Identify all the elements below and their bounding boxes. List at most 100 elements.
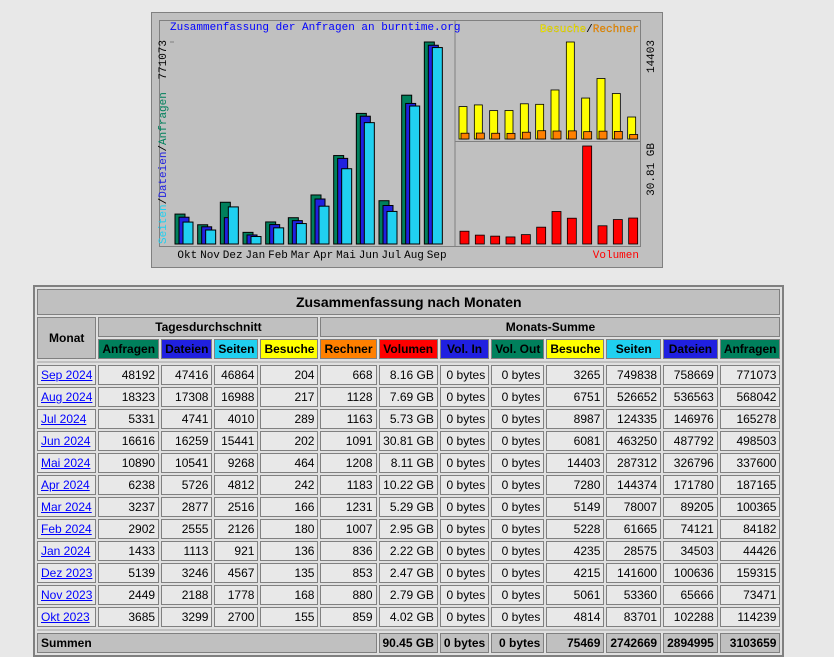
bar — [295, 223, 307, 245]
month-cell: Jan 2024 — [37, 541, 97, 561]
value-cell: 5139 — [98, 563, 160, 583]
value-cell: 100636 — [663, 563, 718, 583]
bar — [205, 229, 217, 245]
value-cell: 0 bytes — [439, 519, 490, 539]
value-cell: 536563 — [663, 387, 718, 407]
month-link[interactable]: Mar 2024 — [41, 500, 92, 514]
total-label: Summen — [37, 633, 377, 653]
value-cell: 0 bytes — [491, 497, 545, 517]
value-cell: 326796 — [663, 453, 718, 473]
bar — [536, 226, 547, 245]
bar — [250, 236, 262, 245]
month-cell: Dez 2023 — [37, 563, 97, 583]
spacer — [37, 629, 781, 631]
value-cell: 3237 — [98, 497, 160, 517]
value-cell: 124335 — [606, 409, 662, 429]
month-link[interactable]: Dez 2023 — [41, 566, 93, 580]
month-link[interactable]: Mai 2024 — [41, 456, 91, 470]
value-cell: 65666 — [663, 585, 718, 605]
legend-entry: Seiten — [158, 204, 170, 244]
value-cell: 7.69 GB — [378, 387, 438, 407]
bar — [475, 132, 485, 140]
value-cell: 2877 — [161, 497, 213, 517]
month-link[interactable]: Jul 2024 — [41, 412, 87, 426]
value-cell: 0 bytes — [439, 475, 490, 495]
bar — [341, 168, 353, 245]
y-tick-label: 14403 — [646, 40, 658, 73]
value-cell: 0 bytes — [439, 541, 490, 561]
month-cell: Apr 2024 — [37, 475, 97, 495]
value-cell: 568042 — [719, 387, 781, 407]
value-cell: 487792 — [663, 431, 718, 451]
value-cell: 30.81 GB — [378, 431, 438, 451]
month-row: Feb 2024 2902 2555 2126 180 1007 2.95 GB 0 byte… — [37, 519, 781, 539]
month-cell: Feb 2024 — [37, 519, 97, 539]
column-header: Besuche — [260, 339, 319, 359]
value-cell: 8.11 GB — [378, 453, 438, 473]
value-cell: 47416 — [161, 365, 213, 385]
value-cell: 4010 — [214, 409, 259, 429]
bar — [613, 131, 623, 140]
legend-entry: Besuche — [540, 24, 586, 36]
value-cell: 204 — [260, 365, 319, 385]
value-cell: 5061 — [546, 585, 605, 605]
month-row: Okt 2023 3685 3299 2700 155 859 4.02 GB 0 bytes… — [37, 607, 781, 627]
month-cell: Aug 2024 — [37, 387, 97, 407]
column-header-row: Anfragen Dateien Seiten Besuche Rechner Volum… — [37, 339, 781, 359]
value-cell: 10541 — [161, 453, 213, 473]
value-cell: 4741 — [161, 409, 213, 429]
value-cell: 9268 — [214, 453, 259, 473]
value-cell: 498503 — [719, 431, 781, 451]
value-cell: 146976 — [663, 409, 718, 429]
value-cell: 48192 — [98, 365, 160, 385]
spacer — [37, 361, 781, 363]
x-tick-label: Apr — [313, 250, 333, 262]
value-cell: 5726 — [161, 475, 213, 495]
bar — [612, 219, 623, 245]
value-cell: 1778 — [214, 585, 259, 605]
value-cell: 7280 — [546, 475, 605, 495]
value-cell: 2902 — [98, 519, 160, 539]
value-cell: 46864 — [214, 365, 259, 385]
value-cell: 668 — [320, 365, 377, 385]
value-cell: 859 — [320, 607, 377, 627]
month-row: Nov 2023 2449 2188 1778 168 880 2.79 GB 0 bytes… — [37, 585, 781, 605]
value-cell: 34503 — [663, 541, 718, 561]
month-link[interactable]: Feb 2024 — [41, 522, 92, 536]
x-tick-label: Nov — [200, 250, 220, 262]
month-link[interactable]: Jun 2024 — [41, 434, 91, 448]
value-cell: 14403 — [546, 453, 605, 473]
bar — [582, 145, 593, 245]
bar — [409, 105, 421, 245]
value-cell: 2516 — [214, 497, 259, 517]
column-header: Vol. Out — [491, 339, 545, 359]
value-cell: 0 bytes — [439, 453, 490, 473]
value-cell: 217 — [260, 387, 319, 407]
month-link[interactable]: Aug 2024 — [41, 390, 93, 404]
column-header: Volumen — [378, 339, 438, 359]
value-cell: 0 bytes — [491, 453, 545, 473]
month-cell: Jun 2024 — [37, 431, 97, 451]
value-cell: 10890 — [98, 453, 160, 473]
x-tick-label: Dez — [223, 250, 243, 262]
column-header: Seiten — [606, 339, 662, 359]
value-cell: 136 — [260, 541, 319, 561]
value-cell: 0 bytes — [491, 563, 545, 583]
bar — [551, 211, 562, 245]
month-link[interactable]: Sep 2024 — [41, 368, 93, 382]
value-cell: 880 — [320, 585, 377, 605]
value-cell: 155 — [260, 607, 319, 627]
value-cell: 749838 — [606, 365, 662, 385]
spacer-row — [37, 361, 781, 363]
value-cell: 10.22 GB — [378, 475, 438, 495]
value-cell: 836 — [320, 541, 377, 561]
month-row: Jan 2024 1433 1113 921 136 836 2.22 GB 0 bytes 0… — [37, 541, 781, 561]
month-link[interactable]: Okt 2023 — [41, 610, 90, 624]
value-cell: 5.73 GB — [378, 409, 438, 429]
spacer-row — [37, 629, 781, 631]
value-cell: 2188 — [161, 585, 213, 605]
value-cell: 1113 — [161, 541, 213, 561]
month-link[interactable]: Nov 2023 — [41, 588, 93, 602]
month-link[interactable]: Jan 2024 — [41, 544, 91, 558]
month-link[interactable]: Apr 2024 — [41, 478, 90, 492]
